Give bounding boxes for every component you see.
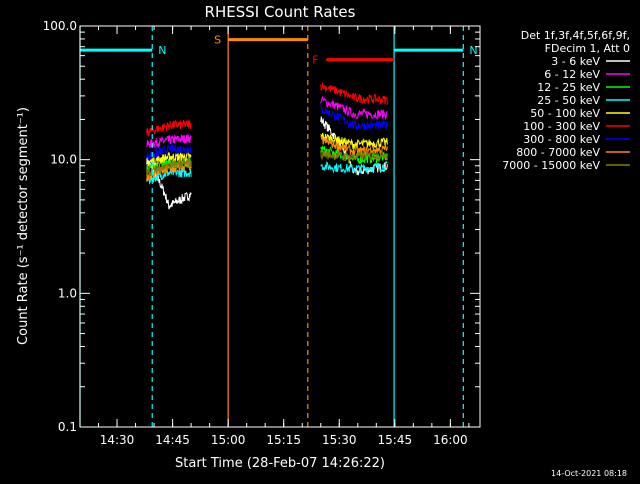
legend-entry-label-7: 300 - 800 keV	[523, 133, 600, 146]
event-marker-layer	[79, 26, 464, 427]
legend-entry-label-3: 12 - 25 keV	[537, 81, 600, 94]
series-line-3-seg2	[320, 144, 388, 165]
series-line-2-seg1	[146, 133, 192, 149]
legend-header-line-2: FDecim 1, Att 0	[545, 42, 630, 55]
y-tick-label-2: 1.0	[58, 286, 77, 300]
x-tick-label-4: 15:15	[266, 433, 301, 447]
legend-entry-label-4: 25 - 50 keV	[537, 94, 600, 107]
legend-entry-label-9: 7000 - 15000 keV	[502, 159, 600, 172]
series-line-4-seg2	[320, 160, 388, 174]
x-tick-label-3: 15:00	[211, 433, 246, 447]
y-tick-label-3: 10.0	[50, 153, 77, 167]
series-line-7-seg2	[320, 104, 388, 132]
state-bar-label-4: F	[312, 54, 318, 67]
axes-layer: 14:30 14:45 15:00 15:15 15:30 15:45 16:00 0.1 1.…	[43, 19, 480, 447]
legend-entry-label-6: 100 - 300 keV	[523, 120, 600, 133]
series-line-7-seg1	[146, 143, 192, 161]
x-tick-label-6: 15:45	[378, 433, 413, 447]
y-axis-label: Count Rate (s⁻¹ detector segment⁻¹)	[16, 107, 31, 345]
series-line-9-seg1	[146, 158, 192, 178]
timestamp-footer: 14-Oct-2021 08:18	[551, 469, 627, 478]
legend-entry-label-2: 6 - 12 keV	[544, 68, 600, 81]
legend: Det 1f,3f,4f,5f,6f,9f,FDecim 1, Att 03 -…	[502, 29, 630, 172]
state-bar-label-2: N	[469, 44, 477, 57]
series-line-2-seg2	[320, 96, 388, 121]
y-tick-label-4: 100.0	[43, 19, 77, 33]
x-tick-label-1: 14:30	[100, 433, 135, 447]
legend-entry-label-5: 50 - 100 keV	[530, 107, 600, 120]
data-layer	[146, 82, 388, 210]
series-line-5-seg1	[146, 151, 192, 167]
chart-title: RHESSI Count Rates	[205, 3, 356, 21]
series-line-6-seg2	[320, 82, 388, 105]
x-tick-label-7: 16:00	[433, 433, 468, 447]
legend-entry-label-8: 800 - 7000 keV	[516, 146, 600, 159]
x-tick-label-2: 14:45	[155, 433, 190, 447]
state-bar-label-3: S	[214, 34, 221, 47]
y-tick-label-1: 0.1	[58, 420, 77, 434]
legend-entry-label-1: 3 - 6 keV	[551, 55, 600, 68]
x-tick-label-5: 15:30	[322, 433, 357, 447]
series-line-8-seg2	[320, 135, 388, 157]
legend-header-line-1: Det 1f,3f,4f,5f,6f,9f,	[521, 29, 630, 42]
state-bar-layer: N N S F	[80, 34, 478, 67]
series-line-6-seg1	[146, 119, 192, 137]
series-line-9-seg2	[320, 148, 388, 163]
state-bar-label-1: N	[158, 44, 166, 57]
series-line-5-seg2	[320, 132, 388, 150]
plot-frame	[79, 25, 481, 428]
x-axis-label: Start Time (28-Feb-07 14:26:22)	[175, 456, 385, 471]
